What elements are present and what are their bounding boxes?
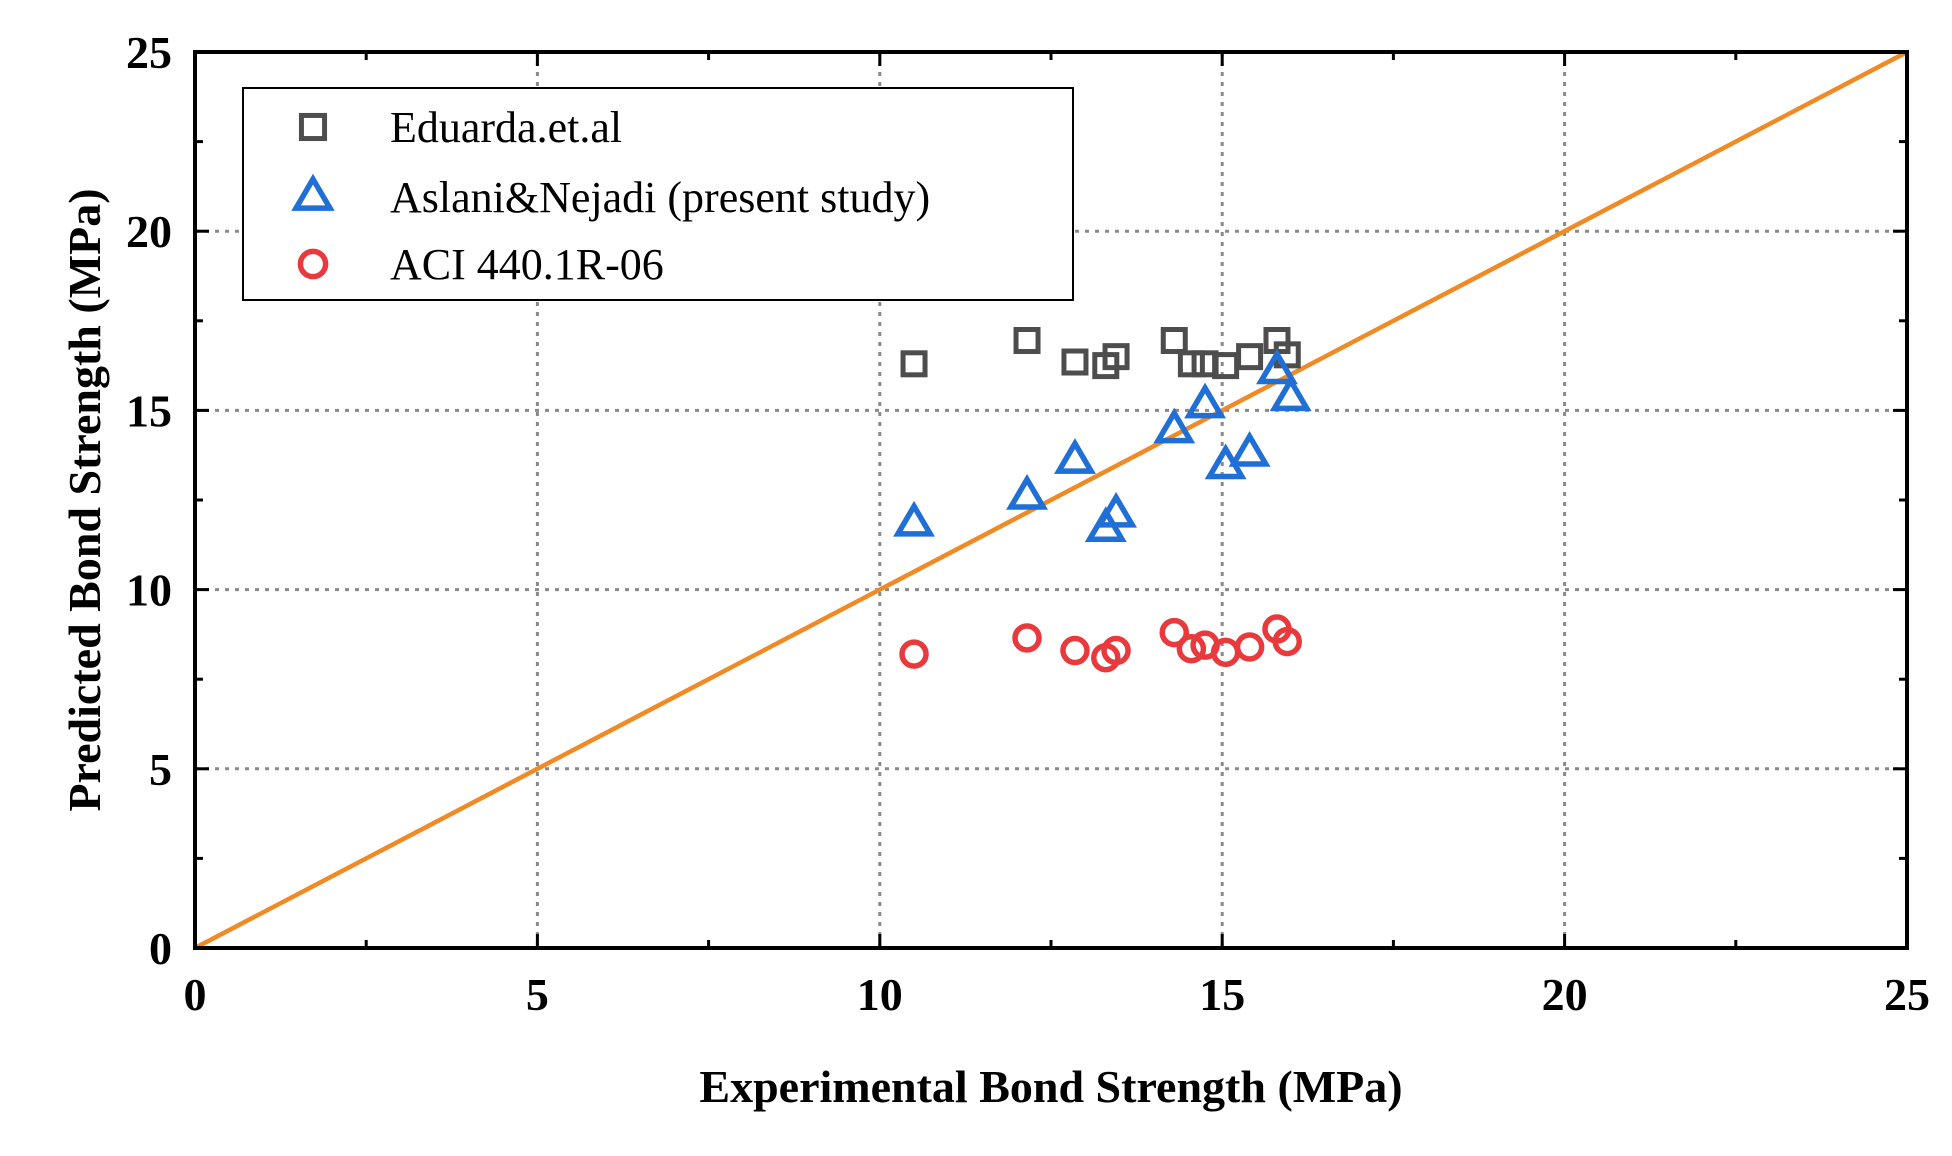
point-triangle-10 xyxy=(1269,375,1312,412)
x-tick-label: 0 xyxy=(184,969,207,1020)
point-circle-11 xyxy=(1272,626,1303,657)
y-axis-title: Predicted Bond Strength (MPa) xyxy=(59,188,110,811)
point-square-4 xyxy=(1102,343,1130,371)
point-triangle-1 xyxy=(1006,473,1048,510)
legend: Eduarda.et.al Aslani&Nejadi (present stud… xyxy=(242,87,1074,301)
point-triangle-9 xyxy=(1256,348,1298,385)
point-triangle-0 xyxy=(893,500,935,537)
point-triangle-5 xyxy=(1153,407,1196,444)
x-tick-label: 25 xyxy=(1884,969,1930,1020)
data-points xyxy=(893,327,1312,673)
legend-label: ACI 440.1R-06 xyxy=(390,240,664,289)
point-triangle-6 xyxy=(1184,382,1227,419)
legend-marker-circle xyxy=(297,248,329,280)
point-circle-0 xyxy=(899,639,929,669)
point-circle-1 xyxy=(1012,623,1042,653)
point-square-5 xyxy=(1160,327,1188,355)
point-circle-6 xyxy=(1176,633,1207,664)
x-tick-label: 5 xyxy=(526,969,549,1020)
legend-label: Aslani&Nejadi (present study) xyxy=(390,173,930,222)
point-square-2 xyxy=(1061,348,1089,376)
legend-marker-square xyxy=(298,112,328,142)
reference-line-layer xyxy=(193,50,1909,950)
point-circle-9 xyxy=(1234,632,1265,662)
point-circle-5 xyxy=(1159,617,1190,648)
point-square-1 xyxy=(1013,327,1041,355)
y-tick-label: 15 xyxy=(126,385,172,436)
point-triangle-8 xyxy=(1228,430,1271,467)
y-tick-label: 20 xyxy=(126,206,172,257)
y-tick-label: 0 xyxy=(149,923,172,974)
point-triangle-2 xyxy=(1054,438,1096,474)
x-tick-label: 10 xyxy=(857,969,903,1020)
point-circle-2 xyxy=(1060,635,1090,666)
legend-label: Eduarda.et.al xyxy=(390,103,622,152)
point-square-6 xyxy=(1177,350,1205,378)
y-tick-label: 25 xyxy=(126,27,172,78)
y-tick-label: 5 xyxy=(149,744,172,795)
point-triangle-4 xyxy=(1095,491,1138,528)
point-circle-4 xyxy=(1101,635,1131,666)
legend-box xyxy=(242,87,1074,301)
point-square-0 xyxy=(900,350,928,378)
x-axis-title: Experimental Bond Strength (MPa) xyxy=(699,1061,1402,1112)
axis-ticks: 0 5 10 15 20 25 0 5 10 15 20 25 xyxy=(126,27,1930,1020)
y-tick-label: 10 xyxy=(126,565,172,616)
x-tick-label: 20 xyxy=(1542,969,1588,1020)
legend-marker-triangle xyxy=(291,173,335,211)
x-tick-label: 15 xyxy=(1199,969,1245,1020)
point-square-9 xyxy=(1236,343,1264,371)
reference-line-y-equals-x xyxy=(193,50,1909,950)
